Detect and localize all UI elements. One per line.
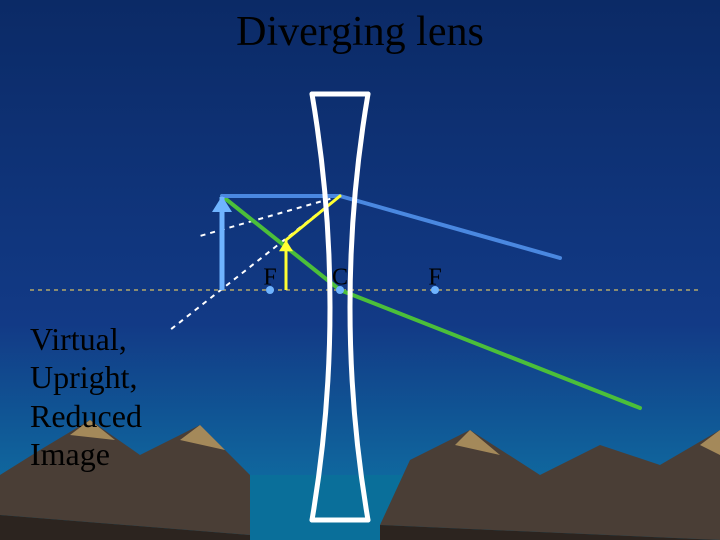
- focal-right-label: F: [428, 265, 441, 292]
- image-caption: Virtual,Upright,ReducedImage: [30, 320, 142, 474]
- center-label: C: [332, 265, 348, 292]
- focal-left-label: F: [263, 265, 276, 292]
- diagram-title: Diverging lens: [0, 8, 720, 56]
